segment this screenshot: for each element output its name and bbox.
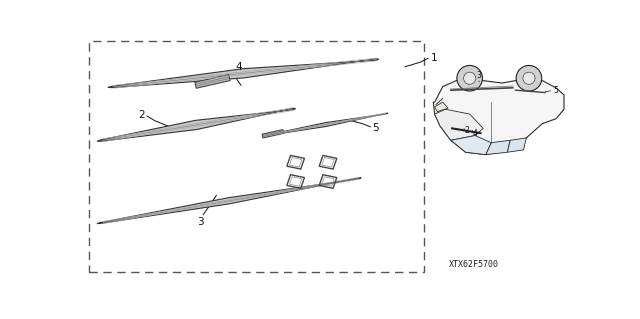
Circle shape — [523, 72, 535, 84]
Circle shape — [463, 72, 476, 84]
Polygon shape — [508, 138, 526, 152]
Polygon shape — [97, 178, 361, 224]
Text: 2: 2 — [465, 126, 469, 135]
Text: 3: 3 — [198, 217, 204, 227]
Text: 2: 2 — [138, 109, 145, 120]
Polygon shape — [262, 130, 284, 138]
Polygon shape — [451, 136, 492, 155]
Polygon shape — [433, 77, 564, 155]
Circle shape — [516, 65, 542, 91]
Text: 5: 5 — [372, 122, 380, 133]
Polygon shape — [97, 108, 296, 141]
Polygon shape — [435, 109, 483, 140]
Text: 4: 4 — [236, 62, 242, 72]
Bar — [90, 41, 424, 272]
Polygon shape — [486, 140, 510, 155]
Text: 4: 4 — [472, 129, 477, 137]
Polygon shape — [435, 102, 448, 112]
Text: 1: 1 — [431, 53, 437, 63]
Text: XTX62F5700: XTX62F5700 — [449, 260, 499, 269]
Circle shape — [457, 65, 483, 91]
Polygon shape — [264, 113, 388, 136]
Text: 5: 5 — [554, 86, 558, 95]
Polygon shape — [108, 59, 379, 88]
Polygon shape — [195, 75, 230, 88]
Text: 3: 3 — [477, 71, 481, 80]
